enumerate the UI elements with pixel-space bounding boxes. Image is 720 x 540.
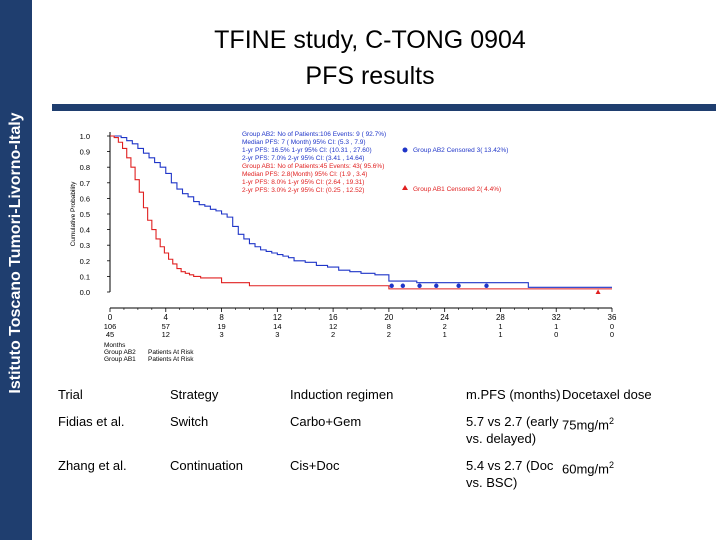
risk-value: 2 — [443, 322, 447, 331]
legend-censor-dot — [402, 147, 408, 153]
risk-value: 45 — [106, 330, 114, 339]
y-tick-label: 0.5 — [80, 210, 90, 219]
x-tick-label: 20 — [384, 313, 393, 322]
risk-value: 8 — [387, 322, 391, 331]
cell-trial: Fidias et al. — [58, 414, 125, 429]
risk-value: 0 — [554, 330, 558, 339]
legend-censor-ab2: Group AB2 Censored 3( 13.42%) — [413, 147, 508, 154]
risk-row-label: Group AB1 — [104, 356, 136, 363]
y-tick-label: 0.4 — [80, 226, 90, 235]
legend-line: 1-yr PFS: 8.0% 1-yr 95% CI: (2.64 , 19.3… — [242, 179, 364, 186]
x-tick-label: 24 — [440, 313, 449, 322]
y-tick-label: 0.6 — [80, 194, 90, 203]
y-tick-label: 0.8 — [80, 163, 90, 172]
dose-value: 75mg/m — [562, 417, 609, 433]
censor-dot — [400, 283, 406, 288]
risk-value: 0 — [610, 330, 614, 339]
x-tick-label: 4 — [164, 313, 169, 322]
header-strategy: Strategy — [170, 387, 219, 402]
header-mpfs: m.PFS (months) — [466, 387, 561, 402]
risk-value: 3 — [275, 330, 279, 339]
risk-value: 19 — [217, 322, 225, 331]
x-tick-label: 12 — [273, 313, 282, 322]
side-bar: Istituto Toscano Tumori-Livorno-Italy — [0, 0, 32, 540]
y-tick-label: 0.2 — [80, 257, 90, 266]
legend-line: 2-yr PFS: 3.0% 2-yr 95% CI: (0.25 , 12.5… — [242, 187, 364, 194]
risk-value: 1 — [498, 330, 502, 339]
dose-exponent: 2 — [608, 460, 614, 470]
risk-value: 12 — [329, 322, 337, 331]
legend-line: Median PFS: 7 ( Month) 95% CI: (5.3 , 7.… — [242, 139, 366, 146]
cell-strategy: Continuation — [170, 458, 243, 473]
censor-dot — [417, 283, 422, 288]
cell-strategy: Switch — [170, 414, 209, 429]
months-label: Months — [104, 342, 126, 349]
cell-mpfs: 5.7 vs 2.7 (early vs. delayed) — [466, 414, 559, 446]
risk-value: 1 — [443, 330, 447, 339]
cell-regimen: Cis+Doc — [290, 458, 340, 473]
title-line-1: TFINE study, C-TONG 0904 — [214, 26, 526, 54]
legend-censor-ab1: Group AB1 Censored 2( 4.4%) — [413, 186, 501, 193]
legend-line: 2-yr PFS: 7.0% 2-yr 95% CI: (3.41 , 14.6… — [242, 155, 364, 162]
risk-value: 2 — [387, 330, 391, 339]
slide-title: TFINE study, C-TONG 0904 PFS results — [170, 22, 570, 94]
legend-line: 1-yr PFS: 16.5% 1-yr 95% CI: (10.31 , 27… — [242, 147, 372, 154]
x-tick-label: 8 — [219, 313, 224, 322]
header-dose: Docetaxel dose — [562, 387, 652, 402]
y-tick-label: 1.0 — [80, 132, 90, 141]
y-tick-label: 0.1 — [80, 272, 90, 281]
x-tick-label: 36 — [608, 313, 617, 322]
y-tick-label: 0.7 — [80, 179, 90, 188]
risk-row-side: Patients At Risk — [148, 356, 194, 363]
x-tick-label: 32 — [552, 313, 561, 322]
censor-dot — [389, 283, 394, 288]
y-axis-title: Cumulative Probability — [70, 181, 77, 246]
x-tick-label: 28 — [496, 313, 505, 322]
risk-value: 1 — [498, 322, 502, 331]
header-regimen: Induction regimen — [290, 387, 394, 402]
risk-value: 57 — [162, 322, 170, 331]
km-curve-group-ab1 — [110, 135, 612, 290]
x-tick-label: 16 — [329, 313, 338, 322]
censor-triangle — [595, 289, 601, 294]
cell-dose: 75mg/m2 — [562, 413, 702, 447]
cell-mpfs: 5.4 vs 2.7 (Doc vs. BSC) — [466, 458, 554, 490]
legend-censor-triangle — [402, 185, 408, 190]
censor-dot — [456, 283, 461, 288]
comparison-table: Trial Strategy Induction regimen m.PFS (… — [58, 386, 718, 501]
cell-trial: Zhang et al. — [58, 458, 127, 473]
km-chart: 0.0 0.1 0.2 0.3 0.4 0.5 0.6 0.7 0.8 0.9 1.0 Cumulat… — [70, 131, 617, 363]
risk-value: 14 — [273, 322, 281, 331]
dose-value: 60mg/m — [562, 461, 609, 477]
censor-dot — [434, 283, 439, 288]
header-trial: Trial — [58, 387, 83, 402]
risk-value: 12 — [162, 330, 170, 339]
legend-line: Group AB2: No of Patients:106 Events: 9 … — [242, 131, 386, 138]
y-tick-label: 0.3 — [80, 241, 90, 250]
censor-dot — [484, 283, 489, 288]
risk-value: 1 — [554, 322, 558, 331]
table-row: Fidias et al. Switch Carbo+Gem 5.7 vs 2.… — [58, 413, 718, 447]
cell-dose: 60mg/m2 — [562, 457, 702, 491]
title-line-2: PFS results — [305, 62, 435, 90]
institute-label: Istituto Toscano Tumori-Livorno-Italy — [7, 112, 24, 394]
risk-value: 3 — [219, 330, 223, 339]
legend-line: Group AB1: No of Patients:45 Events: 43(… — [242, 163, 384, 170]
legend-line: Median PFS: 2.8(Month) 95% CI: (1.9 , 3.… — [242, 171, 367, 178]
table-header-row: Trial Strategy Induction regimen m.PFS (… — [58, 386, 718, 403]
risk-value: 106 — [104, 322, 117, 331]
y-tick-label: 0.0 — [80, 288, 90, 297]
table-row: Zhang et al. Continuation Cis+Doc 5.4 vs… — [58, 457, 718, 491]
risk-row-side: Patients At Risk — [148, 349, 194, 356]
risk-value: 2 — [331, 330, 335, 339]
x-tick-label: 0 — [108, 313, 113, 322]
cell-regimen: Carbo+Gem — [290, 414, 362, 429]
dose-exponent: 2 — [608, 416, 614, 426]
y-tick-label: 0.9 — [80, 148, 90, 157]
risk-row-label: Group AB2 — [104, 349, 136, 356]
km-curve-group-ab2 — [110, 135, 612, 288]
risk-value: 0 — [610, 322, 614, 331]
title-rule — [52, 104, 716, 111]
